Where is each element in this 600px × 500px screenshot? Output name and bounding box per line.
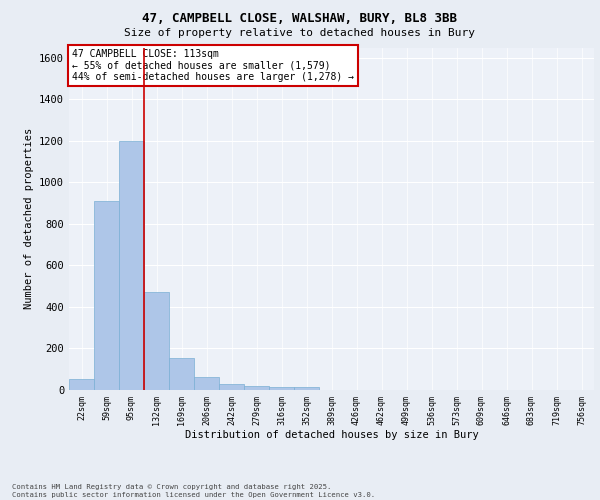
Text: 47 CAMPBELL CLOSE: 113sqm
← 55% of detached houses are smaller (1,579)
44% of se: 47 CAMPBELL CLOSE: 113sqm ← 55% of detac… [71, 49, 353, 82]
Bar [144, 292, 169, 390]
Bar [119, 141, 144, 390]
Text: Contains HM Land Registry data © Crown copyright and database right 2025.
Contai: Contains HM Land Registry data © Crown c… [12, 484, 375, 498]
Bar [194, 376, 219, 390]
Bar [69, 378, 94, 390]
Text: Size of property relative to detached houses in Bury: Size of property relative to detached ho… [125, 28, 476, 38]
Bar [294, 387, 319, 390]
X-axis label: Distribution of detached houses by size in Bury: Distribution of detached houses by size … [185, 430, 478, 440]
Text: 47, CAMPBELL CLOSE, WALSHAW, BURY, BL8 3BB: 47, CAMPBELL CLOSE, WALSHAW, BURY, BL8 3… [143, 12, 458, 26]
Bar [169, 358, 194, 390]
Y-axis label: Number of detached properties: Number of detached properties [23, 128, 34, 310]
Bar [219, 384, 244, 390]
Bar [244, 386, 269, 390]
Bar [269, 387, 294, 390]
Bar [94, 201, 119, 390]
